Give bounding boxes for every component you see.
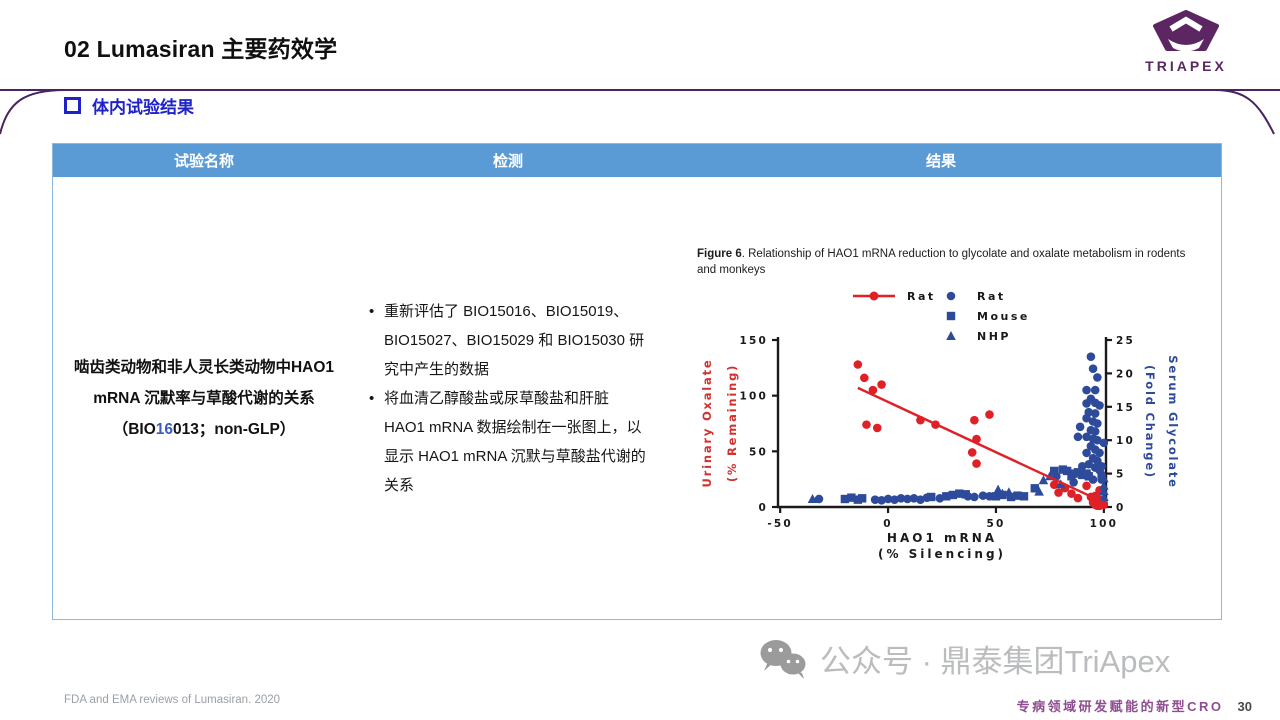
page-title: 02 Lumasiran 主要药效学: [64, 36, 338, 62]
svg-text:HAO1 mRNA: HAO1 mRNA: [887, 531, 997, 545]
svg-text:Rat: Rat: [977, 290, 1006, 303]
detection-bullet-list: 重新评估了 BIO15016、BIO15019、BIO15027、BIO1502…: [367, 297, 653, 500]
svg-text:50: 50: [986, 518, 1005, 530]
svg-text:100: 100: [739, 391, 768, 403]
svg-text:(Fold Change): (Fold Change): [1143, 365, 1157, 479]
svg-text:Mouse: Mouse: [977, 310, 1030, 323]
figure-caption-label: Figure 6: [697, 248, 742, 260]
svg-text:(% Silencing): (% Silencing): [878, 547, 1006, 561]
svg-text:0: 0: [883, 518, 893, 530]
detection-cell: 重新评估了 BIO15016、BIO15019、BIO15027、BIO1502…: [355, 177, 661, 619]
study-number-highlight: 16: [155, 420, 173, 438]
wechat-icon: [760, 639, 806, 679]
svg-text:100: 100: [1090, 518, 1119, 530]
tagline-text: 专病领域研发赋能的新型CRO: [1016, 699, 1224, 714]
figure-6: 0 50 100 150 0 5 10 15 20 25 -50 0 50 100 Urinary Oxal…: [695, 284, 1221, 574]
divider-swoosh: [0, 89, 1280, 135]
svg-text:5: 5: [1116, 469, 1126, 481]
svg-text:Rat: Rat: [907, 290, 936, 303]
result-cell: Figure 6. Relationship of HAO1 mRNA redu…: [661, 177, 1221, 619]
svg-text:150: 150: [739, 335, 768, 347]
scatter-chart: 0 50 100 150 0 5 10 15 20 25 -50 0 50 100 Urinary Oxal…: [700, 290, 1180, 561]
column-header-detection: 检测: [492, 153, 523, 170]
bullet-item: 将血清乙醇酸盐或尿草酸盐和肝脏 HAO1 mRNA 数据绘制在一张图上，以显示 …: [367, 384, 653, 500]
svg-text:(% Remaining): (% Remaining): [725, 364, 739, 482]
source-reference: FDA and EMA reviews of Lumasiran. 2020: [64, 694, 281, 706]
page-number: 30: [1237, 699, 1252, 714]
triapex-logo: TRIAPEX: [1138, 10, 1234, 74]
table-row: 啮齿类动物和非人灵长类动物中HAO1 mRNA 沉默率与草酸代谢的关系 （BIO…: [53, 177, 1221, 619]
svg-text:0: 0: [1116, 502, 1126, 514]
section-title: 体内试验结果: [92, 98, 194, 117]
triapex-logo-icon: [1153, 10, 1219, 52]
svg-text:20: 20: [1116, 368, 1135, 380]
column-header-trial-name: 试验名称: [173, 153, 234, 170]
svg-text:-50: -50: [767, 518, 793, 530]
section-header: 体内试验结果: [64, 93, 194, 118]
trial-name-cell: 啮齿类动物和非人灵长类动物中HAO1 mRNA 沉默率与草酸代谢的关系 （BIO…: [53, 177, 355, 619]
watermark: 公众号 · 鼎泰集团TriApex: [758, 636, 1170, 681]
trial-name-line1: 啮齿类动物和非人灵长类动物中HAO1: [73, 358, 335, 376]
trial-name-line3: （BIO16013；non-GLP）: [112, 420, 296, 438]
watermark-text: 公众号 · 鼎泰集团TriApex: [820, 644, 1171, 679]
trial-name-line2: mRNA 沉默率与草酸代谢的关系: [93, 389, 315, 407]
results-table: 试验名称 检测 结果 啮齿类动物和非人灵长类动物中HAO1 mRNA 沉默率与草…: [52, 143, 1222, 620]
svg-text:Serum Glycolate: Serum Glycolate: [1166, 355, 1180, 489]
square-bullet-icon: [64, 97, 81, 114]
figure-caption: Figure 6. Relationship of HAO1 mRNA redu…: [697, 248, 1186, 276]
bullet-item: 重新评估了 BIO15016、BIO15019、BIO15027、BIO1502…: [367, 297, 653, 384]
svg-text:NHP: NHP: [977, 330, 1011, 343]
svg-text:50: 50: [749, 446, 768, 458]
svg-text:25: 25: [1116, 335, 1135, 347]
svg-text:0: 0: [758, 502, 768, 514]
svg-text:Urinary Oxalate: Urinary Oxalate: [700, 359, 714, 488]
table-header-row: 试验名称 检测 结果: [53, 144, 1221, 177]
column-header-result: 结果: [925, 153, 956, 170]
svg-text:10: 10: [1116, 435, 1135, 447]
triapex-wordmark: TRIAPEX: [1145, 58, 1227, 74]
footer-tagline: 专病领域研发赋能的新型CRO 30: [1017, 696, 1252, 715]
svg-text:15: 15: [1116, 402, 1135, 414]
